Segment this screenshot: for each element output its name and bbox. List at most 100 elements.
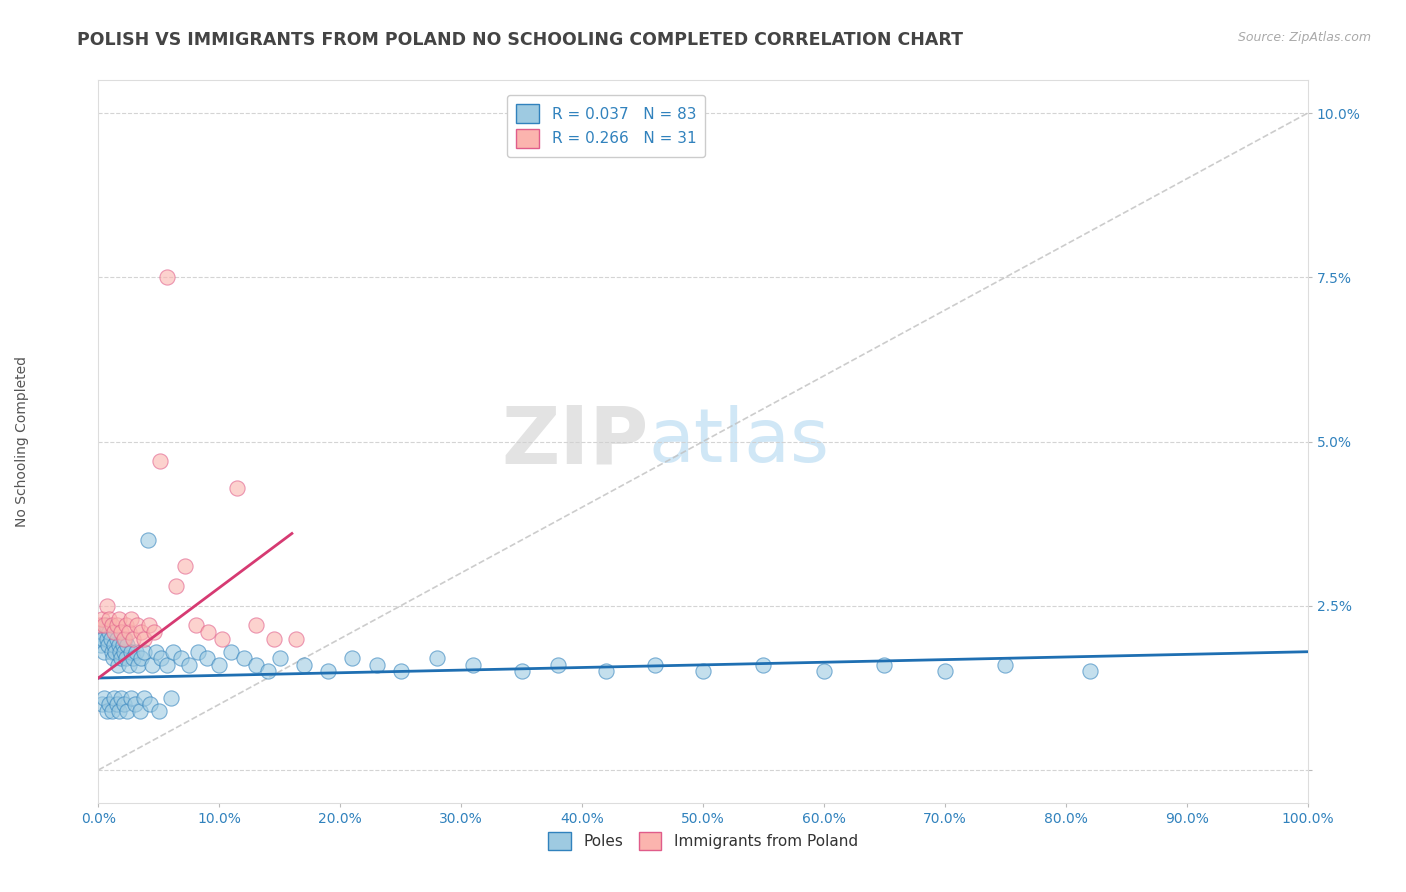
Point	[211, 632, 233, 646]
Point	[165, 579, 187, 593]
Point	[117, 638, 139, 652]
Point	[145, 645, 167, 659]
Point	[692, 665, 714, 679]
Point	[136, 533, 159, 547]
Point	[91, 625, 114, 640]
Point	[115, 618, 138, 632]
Point	[179, 657, 201, 672]
Point	[138, 618, 160, 632]
Point	[284, 632, 307, 646]
Text: atlas: atlas	[648, 405, 830, 478]
Point	[149, 454, 172, 468]
Point	[139, 698, 162, 712]
Point	[426, 651, 449, 665]
Point	[197, 625, 219, 640]
Point	[187, 645, 209, 659]
Point	[316, 665, 339, 679]
Point	[226, 481, 249, 495]
Text: POLISH VS IMMIGRANTS FROM POLAND NO SCHOOLING COMPLETED CORRELATION CHART: POLISH VS IMMIGRANTS FROM POLAND NO SCHO…	[77, 31, 963, 49]
Point	[100, 632, 122, 646]
Point	[156, 270, 179, 285]
Point	[124, 698, 146, 712]
Text: Source: ZipAtlas.com: Source: ZipAtlas.com	[1237, 31, 1371, 45]
Point	[97, 638, 120, 652]
Point	[110, 690, 132, 705]
Point	[342, 651, 364, 665]
Point	[128, 704, 150, 718]
Point	[110, 625, 132, 640]
Point	[117, 704, 139, 718]
Point	[122, 651, 145, 665]
Point	[186, 618, 208, 632]
Point	[105, 632, 128, 646]
Point	[143, 625, 166, 640]
Point	[994, 657, 1017, 672]
Point	[195, 651, 218, 665]
Point	[112, 698, 135, 712]
Point	[111, 638, 134, 652]
Point	[100, 618, 122, 632]
Point	[134, 632, 156, 646]
Point	[114, 632, 136, 646]
Point	[107, 657, 129, 672]
Point	[463, 657, 485, 672]
Point	[595, 665, 617, 679]
Point	[169, 651, 191, 665]
Point	[752, 657, 775, 672]
Point	[134, 690, 156, 705]
Point	[112, 632, 135, 646]
Point	[108, 638, 131, 652]
Point	[96, 632, 118, 646]
Point	[101, 651, 124, 665]
Point	[174, 559, 197, 574]
Point	[160, 690, 183, 705]
Point	[98, 612, 121, 626]
Point	[873, 657, 896, 672]
Point	[93, 618, 115, 632]
Point	[127, 657, 149, 672]
Legend: Poles, Immigrants from Poland: Poles, Immigrants from Poland	[543, 826, 863, 856]
Point	[91, 632, 114, 646]
Point	[91, 698, 114, 712]
Point	[129, 651, 152, 665]
Point	[90, 638, 112, 652]
Point	[93, 690, 115, 705]
Point	[148, 704, 170, 718]
Point	[108, 704, 131, 718]
Point	[389, 665, 412, 679]
Point	[100, 645, 122, 659]
Point	[118, 625, 141, 640]
Point	[96, 704, 118, 718]
Point	[934, 665, 956, 679]
Point	[108, 612, 131, 626]
Point	[232, 651, 254, 665]
Point	[292, 657, 315, 672]
Point	[91, 612, 114, 626]
Point	[245, 618, 267, 632]
Point	[89, 618, 111, 632]
Point	[96, 599, 118, 613]
Point	[122, 632, 145, 646]
Point	[98, 625, 121, 640]
Text: ZIP: ZIP	[502, 402, 648, 481]
Point	[112, 645, 135, 659]
Point	[104, 645, 127, 659]
Point	[120, 612, 142, 626]
Point	[118, 657, 141, 672]
Point	[366, 657, 388, 672]
Point	[221, 645, 243, 659]
Point	[269, 651, 291, 665]
Point	[813, 665, 835, 679]
Point	[125, 645, 148, 659]
Point	[103, 690, 125, 705]
Point	[208, 657, 231, 672]
Point	[108, 645, 131, 659]
Point	[94, 618, 117, 632]
Point	[105, 618, 128, 632]
Point	[263, 632, 285, 646]
Point	[93, 645, 115, 659]
Point	[98, 698, 121, 712]
Point	[103, 625, 125, 640]
Point	[120, 645, 142, 659]
Point	[120, 690, 142, 705]
